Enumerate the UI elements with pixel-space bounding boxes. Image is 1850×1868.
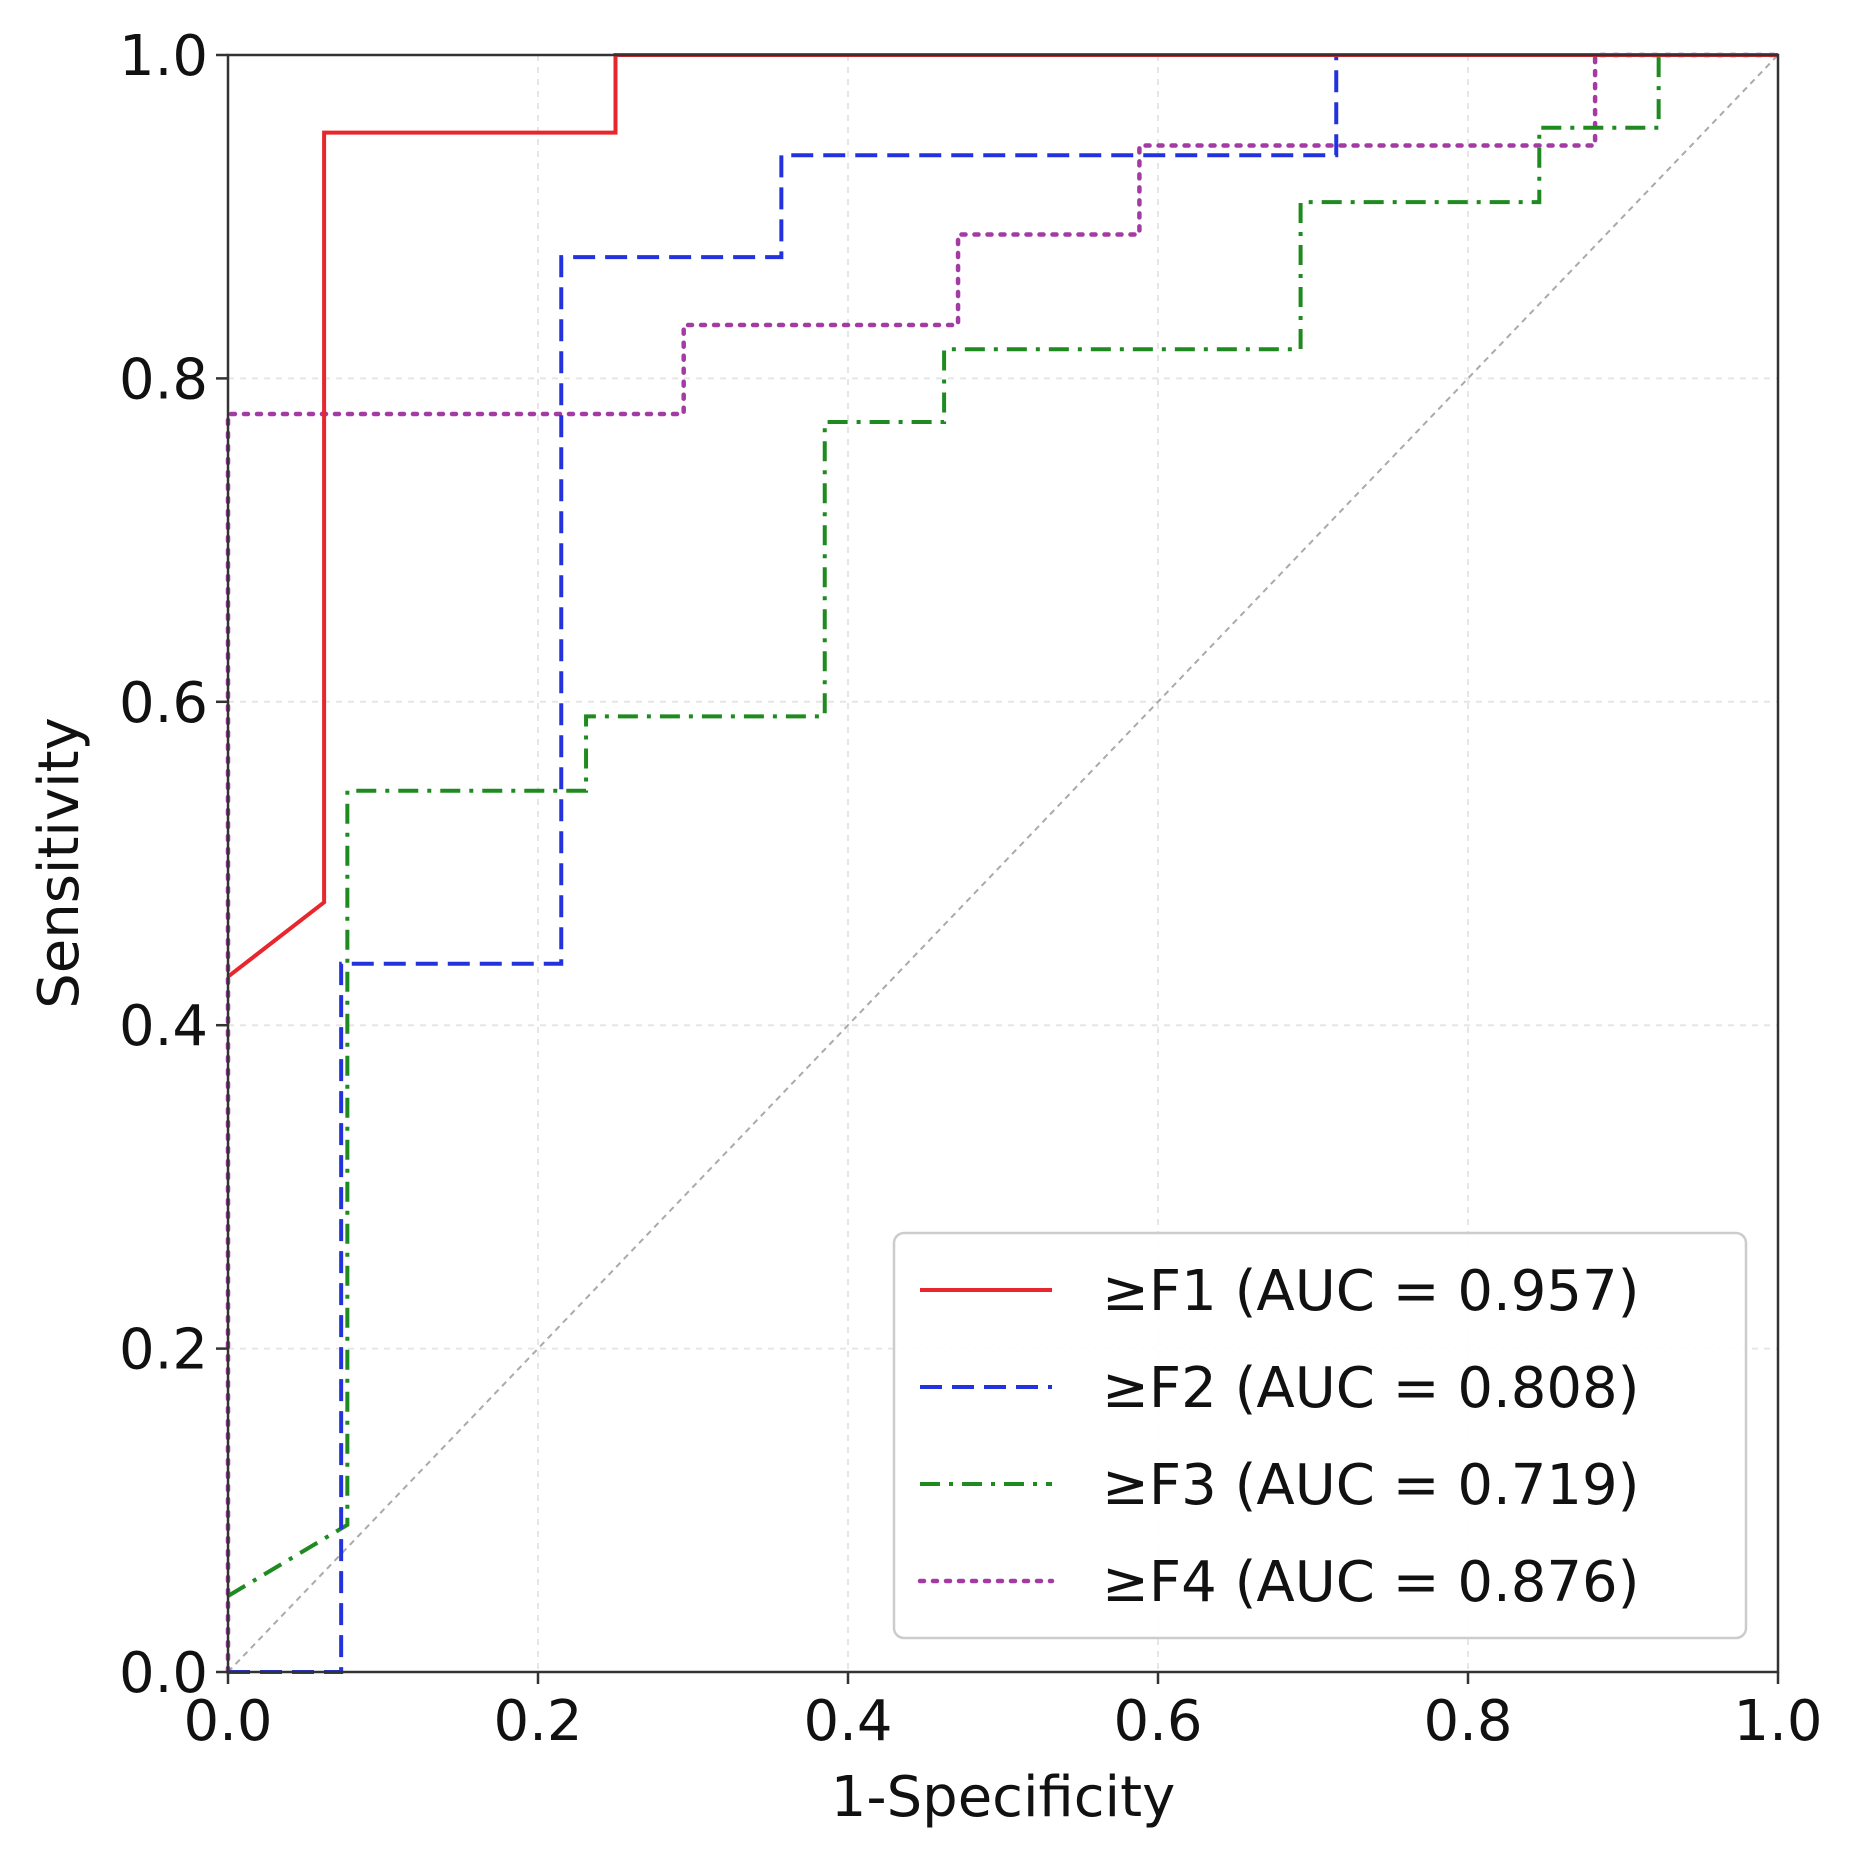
legend-label-f2: ≥F2 (AUC = 0.808) bbox=[1102, 1356, 1640, 1421]
legend-label-f3: ≥F3 (AUC = 0.719) bbox=[1102, 1453, 1640, 1518]
roc-curve-f3 bbox=[226, 53, 1778, 1598]
legend-label-f4: ≥F4 (AUC = 0.876) bbox=[1102, 1550, 1640, 1615]
x-axis-label: 1-Specificity bbox=[831, 1765, 1175, 1830]
x-tick-label: 0.6 bbox=[1113, 1689, 1202, 1754]
y-tick-label: 0.0 bbox=[119, 1641, 208, 1706]
legend-label-f1: ≥F1 (AUC = 0.957) bbox=[1102, 1259, 1640, 1324]
y-tick-label: 0.8 bbox=[119, 347, 208, 412]
legend-items: ≥F1 (AUC = 0.957) ≥F2 (AUC = 0.808) ≥F3 (A… bbox=[917, 1259, 1640, 1615]
roc-curve-f2 bbox=[228, 53, 1778, 1674]
y-tick-label: 0.4 bbox=[119, 994, 208, 1059]
y-tick-label: 0.6 bbox=[119, 671, 208, 736]
legend-box bbox=[892, 1231, 1748, 1640]
x-tick-label: 1.0 bbox=[1733, 1689, 1822, 1754]
roc-curve-f4 bbox=[225, 52, 1781, 1675]
x-tick-label: 0.4 bbox=[803, 1689, 892, 1754]
x-tick-label: 0.2 bbox=[493, 1689, 582, 1754]
x-tick-label: 0.8 bbox=[1423, 1689, 1512, 1754]
legend: ≥F1 (AUC = 0.957) ≥F2 (AUC = 0.808) ≥F3 (A… bbox=[892, 1231, 1748, 1640]
y-tick-label: 1.0 bbox=[119, 24, 208, 89]
plot-frame bbox=[226, 53, 1780, 1674]
x-tick-label: 0.0 bbox=[183, 1689, 272, 1754]
roc-curve-f1 bbox=[226, 53, 1778, 979]
y-axis-label: Sensitivity bbox=[27, 717, 92, 1009]
ticks-layer: 0.0 0.2 0.4 0.6 0.8 1.0 0.0 0.2 0.4 0.6 0.8 1.0 bbox=[119, 24, 1823, 1754]
y-tick-label: 0.2 bbox=[119, 1318, 208, 1383]
